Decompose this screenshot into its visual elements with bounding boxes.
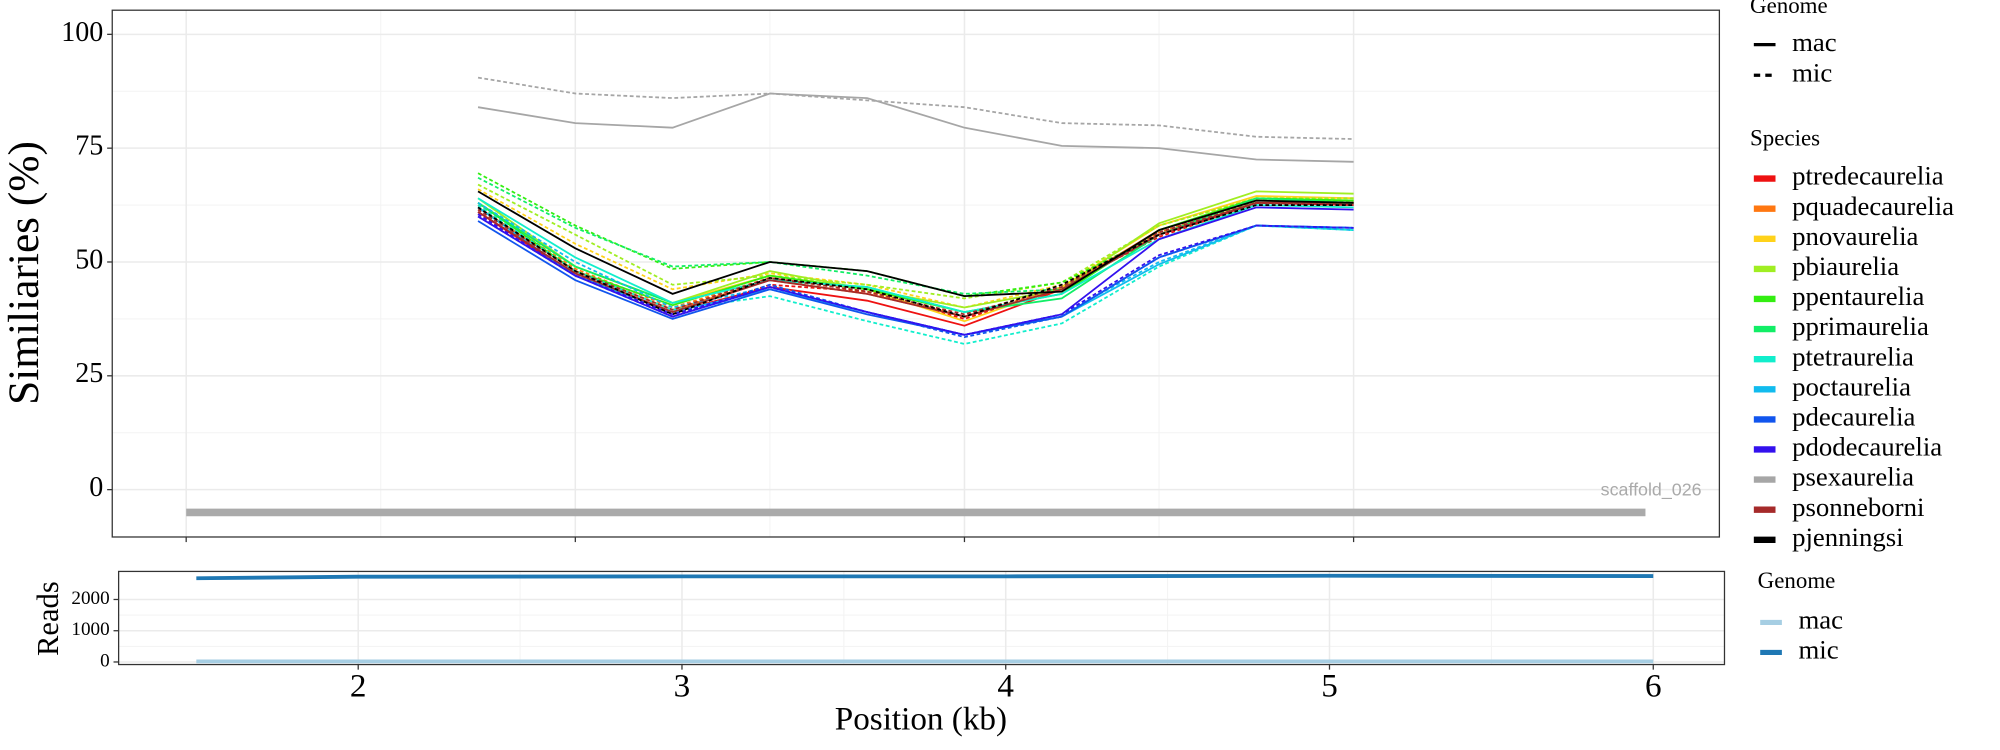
legend-label: pquadecaurelia [1792, 191, 1954, 221]
plot-border [117, 570, 1726, 666]
x-axis-title: Position (kb) [835, 701, 1007, 738]
legend-label: pdecaurelia [1792, 402, 1915, 432]
legend-label: poctaurelia [1792, 371, 1911, 401]
x-tick-label: 4 [997, 667, 1014, 704]
y-tick-label: 100 [61, 17, 103, 48]
data-line [477, 202, 1354, 336]
legend-title: Genome [1758, 568, 1836, 593]
data-line [477, 197, 1354, 313]
data-line [196, 573, 1654, 581]
y-tick-label: 50 [75, 244, 103, 275]
data-line [477, 190, 1354, 298]
legend-title: Species [1750, 126, 1820, 151]
y-tick-label: 0 [89, 472, 103, 503]
y-tick-label: 75 [75, 131, 103, 162]
legend-label: psonneborni [1792, 492, 1924, 522]
data-line [477, 76, 1354, 140]
legend-label: pprimaurelia [1792, 311, 1929, 341]
data-line [477, 204, 1354, 318]
y-tick-label: 0 [100, 650, 110, 671]
x-tick-label: 5 [1321, 667, 1338, 704]
legend-label: pnovaurelia [1792, 221, 1918, 251]
legend-label: pbiaurelia [1792, 251, 1899, 281]
y-tick-label: 25 [75, 358, 103, 389]
y-axis-title: Reads [31, 581, 65, 656]
data-line [477, 92, 1354, 163]
legend-label: pdodecaurelia [1792, 432, 1942, 462]
y-tick-label: 2000 [71, 588, 109, 609]
data-line [477, 213, 1354, 336]
data-line [477, 206, 1354, 336]
x-tick-label: 3 [674, 667, 691, 704]
data-line [477, 204, 1354, 345]
legend-label: ppentaurelia [1792, 281, 1924, 311]
legend-label: ptredecaurelia [1792, 161, 1944, 191]
y-tick-label: 1000 [71, 619, 109, 640]
legend-label: mac [1798, 605, 1843, 635]
legend-label: mac [1792, 27, 1837, 57]
legend-title: Genome [1750, 0, 1828, 18]
x-tick-label: 6 [1645, 667, 1662, 704]
data-line [477, 201, 1354, 316]
plot-background [118, 571, 1725, 665]
legend-label: ptetraurelia [1792, 341, 1914, 371]
data-line [477, 197, 1354, 313]
x-tick-label: 2 [350, 667, 367, 704]
scaffold-label: scaffold_026 [1601, 480, 1702, 501]
plot-border [111, 9, 1721, 538]
legend-label: mic [1798, 635, 1838, 665]
legend-label: psexaurelia [1792, 462, 1914, 492]
legend-label: pjenningsi [1792, 522, 1904, 552]
plot-background [112, 10, 1720, 537]
data-line [477, 183, 1354, 300]
legend-label: mic [1792, 57, 1832, 87]
y-axis-title: Similiaries (%) [0, 141, 48, 405]
